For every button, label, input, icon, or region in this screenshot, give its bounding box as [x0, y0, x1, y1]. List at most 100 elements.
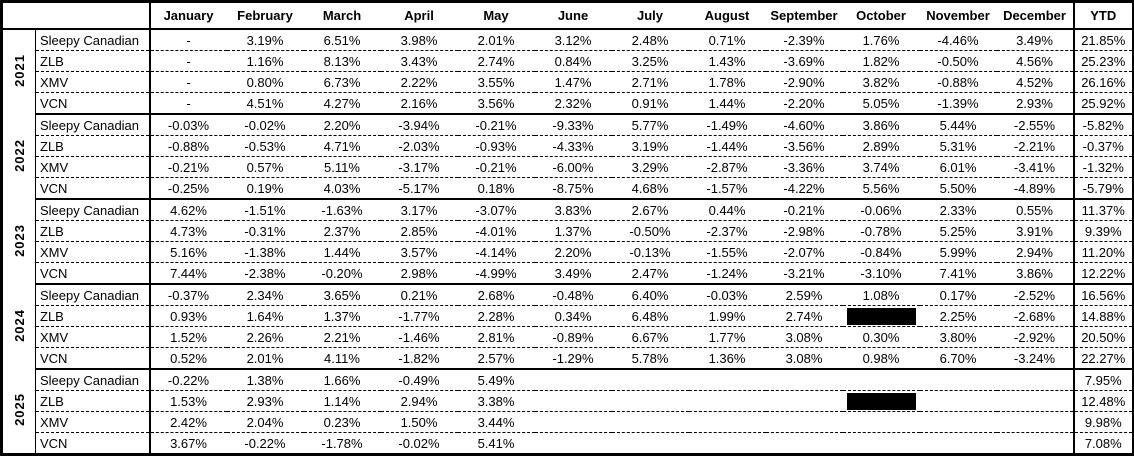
fund-name: ZLB: [35, 390, 151, 412]
return-cell: 4.11%: [303, 347, 381, 370]
redacted-cell: [842, 305, 920, 327]
return-cell: 2.48%: [611, 29, 689, 51]
fund-name: XMV: [35, 411, 151, 433]
return-cell: 0.21%: [380, 284, 458, 306]
return-cell: -3.07%: [457, 199, 535, 221]
return-cell: 0.91%: [611, 92, 689, 115]
year-text: 2025: [11, 393, 27, 426]
return-cell: 6.40%: [611, 284, 689, 306]
fund-name: ZLB: [35, 220, 151, 242]
return-cell: -: [149, 29, 227, 51]
ytd-value-cell: 14.88%: [1072, 305, 1134, 327]
return-cell: -0.20%: [303, 262, 381, 285]
fund-row: XMV -0.21% 0.57% 5.11% -3.17% -0.21% -6.00% 3.2…: [2, 156, 1134, 178]
return-cell: 0.44%: [688, 199, 766, 221]
return-cell: 2.22%: [380, 71, 458, 93]
fund-name: ZLB: [35, 305, 151, 327]
return-cell: -2.55%: [996, 114, 1074, 136]
fund-name: XMV: [35, 71, 151, 93]
return-cell: 3.19%: [226, 29, 304, 51]
return-cell: -1.44%: [688, 135, 766, 157]
return-cell: -1.24%: [688, 262, 766, 285]
return-cell: -0.22%: [226, 432, 304, 456]
return-cell: -0.03%: [688, 284, 766, 306]
column-header-august: August: [688, 1, 766, 30]
return-cell: -6.00%: [534, 156, 612, 178]
fund-row: ZLB -1.16% 8.13% 3.43% 2.74% 0.84% 3.25% 1.43% -…: [2, 50, 1134, 72]
return-cell: -0.02%: [226, 114, 304, 136]
return-cell: -2.39%: [765, 29, 843, 51]
return-cell: 3.08%: [765, 326, 843, 348]
fund-name: XMV: [35, 156, 151, 178]
return-cell: 1.53%: [149, 390, 227, 412]
ytd-value-cell: 7.95%: [1072, 369, 1134, 391]
fund-row: 2022 Sleepy Canadian -0.03% -0.02% 2.20% -3.9…: [1, 114, 1134, 199]
return-cell: 3.25%: [611, 50, 689, 72]
return-cell: 3.83%: [534, 199, 612, 221]
return-cell: 3.82%: [842, 71, 920, 93]
return-cell: 5.25%: [919, 220, 997, 242]
column-header-november: November: [919, 1, 997, 30]
return-cell: 6.67%: [611, 326, 689, 348]
return-cell: [996, 390, 1074, 412]
table-body: 2021 Sleepy Canadian -3.19% 6.51% 3.98% 2.01%…: [1, 29, 1134, 456]
ytd-value-cell: 11.20%: [1072, 241, 1134, 263]
return-cell: 2.67%: [611, 199, 689, 221]
return-cell: -0.89%: [534, 326, 612, 348]
return-cell: 2.85%: [380, 220, 458, 242]
return-cell: 2.71%: [611, 71, 689, 93]
return-cell: 5.41%: [457, 432, 535, 456]
ytd-value-cell: 9.39%: [1072, 220, 1134, 242]
return-cell: 3.29%: [611, 156, 689, 178]
return-cell: [765, 411, 843, 433]
return-cell: 2.37%: [303, 220, 381, 242]
fund-name: XMV: [35, 326, 151, 348]
ytd-value-cell: 7.08%: [1072, 432, 1134, 456]
return-cell: -4.99%: [457, 262, 535, 285]
ytd-value-cell: 20.50%: [1072, 326, 1134, 348]
return-cell: -8.75%: [534, 177, 612, 200]
header-row: January February March April May June July Augu…: [1, 1, 1134, 30]
return-cell: 1.08%: [842, 284, 920, 306]
return-cell: 2.74%: [765, 305, 843, 327]
return-cell: 2.20%: [303, 114, 381, 136]
return-cell: 2.74%: [457, 50, 535, 72]
return-cell: 0.30%: [842, 326, 920, 348]
return-cell: [688, 369, 766, 391]
return-cell: 0.34%: [534, 305, 612, 327]
redacted-cell: [842, 390, 920, 412]
return-cell: 5.31%: [919, 135, 997, 157]
return-cell: -0.88%: [149, 135, 227, 157]
return-cell: 3.55%: [457, 71, 535, 93]
ytd-value-cell: -0.37%: [1072, 135, 1134, 157]
fund-row: ZLB 0.93% 1.64% 1.37% -1.77% 2.28% 0.34% 6.48% 1…: [2, 305, 1134, 327]
ytd-value-cell: 9.98%: [1072, 411, 1134, 433]
corner-cell: [1, 1, 151, 30]
return-cell: [611, 432, 689, 456]
return-cell: 0.52%: [149, 347, 227, 370]
return-cell: 2.01%: [457, 29, 535, 51]
return-cell: -2.21%: [996, 135, 1074, 157]
return-cell: [534, 432, 612, 456]
return-cell: 1.36%: [688, 347, 766, 370]
return-cell: 3.91%: [996, 220, 1074, 242]
return-cell: 3.43%: [380, 50, 458, 72]
return-cell: 0.19%: [226, 177, 304, 200]
fund-name: VCN: [35, 347, 151, 370]
table-header: January February March April May June July Augu…: [1, 1, 1134, 30]
fund-row: ZLB 1.53% 2.93% 1.14% 2.94% 3.38% 12.48%: [2, 390, 1134, 412]
return-cell: 4.73%: [149, 220, 227, 242]
return-cell: -0.37%: [149, 284, 227, 306]
column-header-march: March: [303, 1, 381, 30]
ytd-value-cell: 21.85%: [1072, 29, 1134, 51]
return-cell: 2.33%: [919, 199, 997, 221]
return-cell: 3.80%: [919, 326, 997, 348]
return-cell: 1.37%: [534, 220, 612, 242]
return-cell: [996, 369, 1074, 391]
return-cell: 1.16%: [226, 50, 304, 72]
return-cell: -0.93%: [457, 135, 535, 157]
return-cell: 3.65%: [303, 284, 381, 306]
return-cell: 5.99%: [919, 241, 997, 263]
return-cell: 2.04%: [226, 411, 304, 433]
